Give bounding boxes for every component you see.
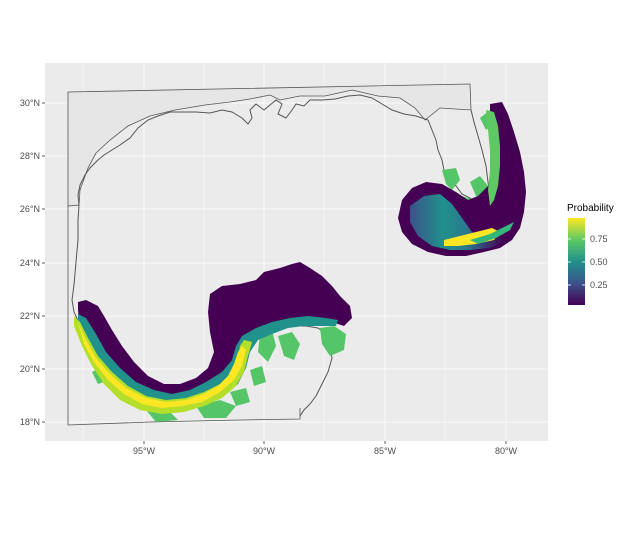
probability-surface-florida-high [486, 110, 500, 206]
x-tick-label: 90°W [253, 446, 276, 456]
probability-surface-mexico-outer [78, 262, 352, 408]
legend-tick-label: 0.75 [590, 234, 608, 244]
y-tick-label: 18°N [20, 417, 40, 427]
x-tick-label: 85°W [374, 446, 397, 456]
habitat-patch [230, 388, 250, 406]
probability-surface-mexico-high [74, 316, 252, 414]
study-area-outline [67, 206, 301, 426]
y-tick-label: 24°N [20, 258, 40, 268]
probability-surface-florida-keys [470, 222, 514, 244]
y-tick-label: 20°N [20, 364, 40, 374]
probability-surface-mexico-mid [78, 314, 338, 412]
legend-title: Probability [567, 203, 614, 214]
habitat-patch [250, 366, 266, 386]
y-tick-label: 30°N [20, 98, 40, 108]
habitat-patch [278, 332, 300, 360]
habitat-patch [320, 326, 346, 356]
probability-surface-mexico-peak [78, 322, 246, 408]
legend: Probability 0.75 0.50 0.25 [567, 203, 614, 305]
legend-colorbar [568, 218, 585, 305]
axis-ticks [42, 102, 507, 444]
x-tick-label: 80°W [495, 446, 518, 456]
x-tick-label: 95°W [133, 446, 156, 456]
probability-surface-florida-peak [444, 228, 500, 246]
y-tick-label: 26°N [20, 204, 40, 214]
habitat-patch [442, 168, 460, 190]
legend-tick-label: 0.25 [590, 280, 608, 290]
y-tick-label: 28°N [20, 151, 40, 161]
legend-tick-label: 0.50 [590, 257, 608, 267]
y-tick-label: 22°N [20, 311, 40, 321]
